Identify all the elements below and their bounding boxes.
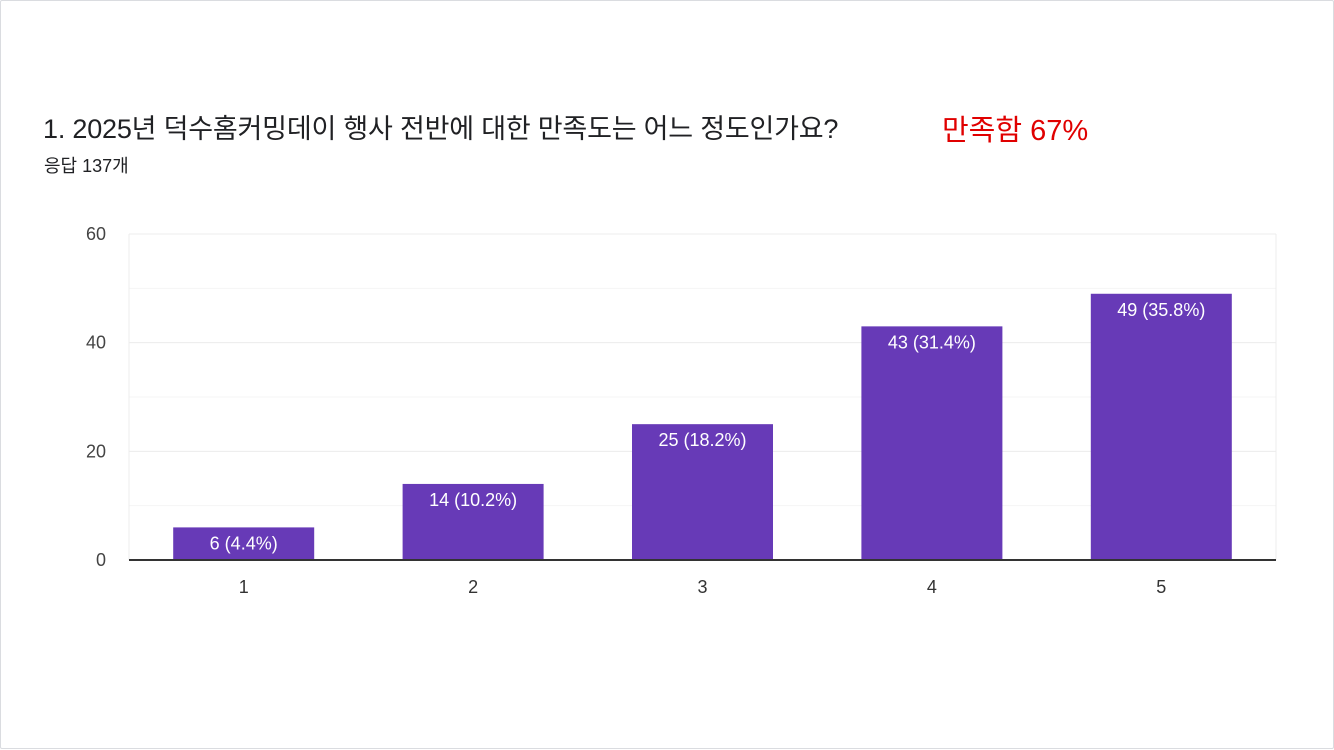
y-tick-label: 20 [86,441,106,461]
bar-data-label: 43 (31.4%) [888,332,976,352]
x-tick-label: 5 [1156,577,1166,597]
bar [1090,293,1232,560]
x-tick-label: 2 [468,577,478,597]
bar-data-label: 25 (18.2%) [658,430,746,450]
bar [632,424,773,560]
bar [861,326,1003,560]
y-tick-label: 0 [96,550,106,570]
bar [173,527,315,560]
bar [402,483,544,560]
satisfaction-annotation: 만족함 67% [942,115,1089,147]
question-title: 1. 2025년 덕수홈커밍데이 행사 전반에 대한 만족도는 어느 정도인가요… [43,114,839,144]
x-tick-label: 3 [697,577,707,597]
x-tick-label: 4 [927,577,937,597]
response-count: 응답 137개 [44,156,129,176]
bar-data-label: 14 (10.2%) [429,490,517,510]
x-tick-label: 1 [239,577,249,597]
bar-data-label: 49 (35.8%) [1117,300,1205,320]
y-tick-label: 40 [86,333,106,353]
y-tick-label: 60 [86,224,106,244]
bar-data-label: 6 (4.4%) [210,533,278,553]
